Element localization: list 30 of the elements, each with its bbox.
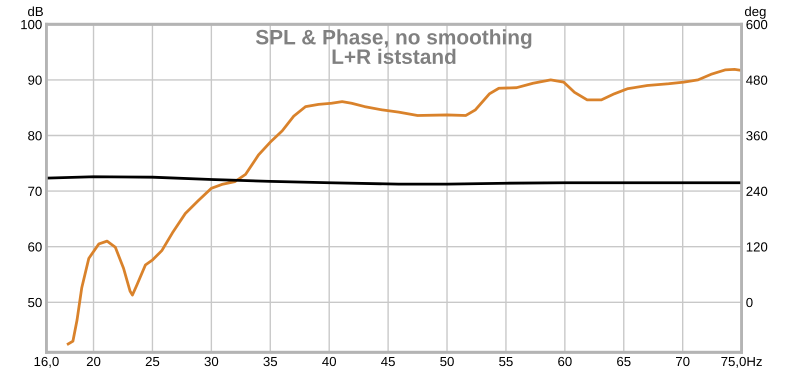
x-tick-label: 40 [322, 356, 336, 366]
x-tick-label: 55 [499, 356, 513, 366]
x-tick-label: 50 [440, 356, 454, 366]
y2-tick-label: 480 [746, 75, 768, 85]
y2-tick-label: 120 [746, 242, 768, 252]
text: SPL & Phase, no smoothing L+R iststand [256, 29, 532, 64]
x-tick-label: 65 [617, 356, 631, 366]
x-tick-label: 75,0Hz [721, 356, 762, 368]
y-tick-label: 50 [28, 298, 42, 308]
y-tick-label: 60 [28, 242, 42, 252]
x-tick-label: 16,0 [34, 356, 59, 368]
y-tick-label: 100 [21, 20, 42, 30]
y2-tick-label: 600 [746, 20, 768, 30]
y-tick-label: 70 [28, 186, 42, 196]
line-series [66, 68, 742, 346]
x-tick-label: 20 [86, 356, 100, 366]
x-tick-label: 60 [558, 356, 572, 366]
y2-tick-label: 240 [746, 186, 768, 196]
x-tick-label: 35 [263, 356, 278, 366]
x-tick-label: 70 [676, 356, 690, 366]
y2-tick-label: 360 [746, 131, 768, 140]
y-tick-label: 90 [28, 75, 42, 85]
x-tick-label: 25 [146, 356, 160, 366]
x-tick-label: 45 [381, 356, 395, 366]
y2-axis-title: deg [744, 6, 766, 19]
x-tick-label: 30 [204, 356, 218, 366]
y-tick-label: 80 [28, 131, 42, 140]
line-series [46, 175, 742, 186]
y-axis-title: dB [28, 6, 43, 16]
y2-tick-label: 0 [746, 298, 753, 308]
